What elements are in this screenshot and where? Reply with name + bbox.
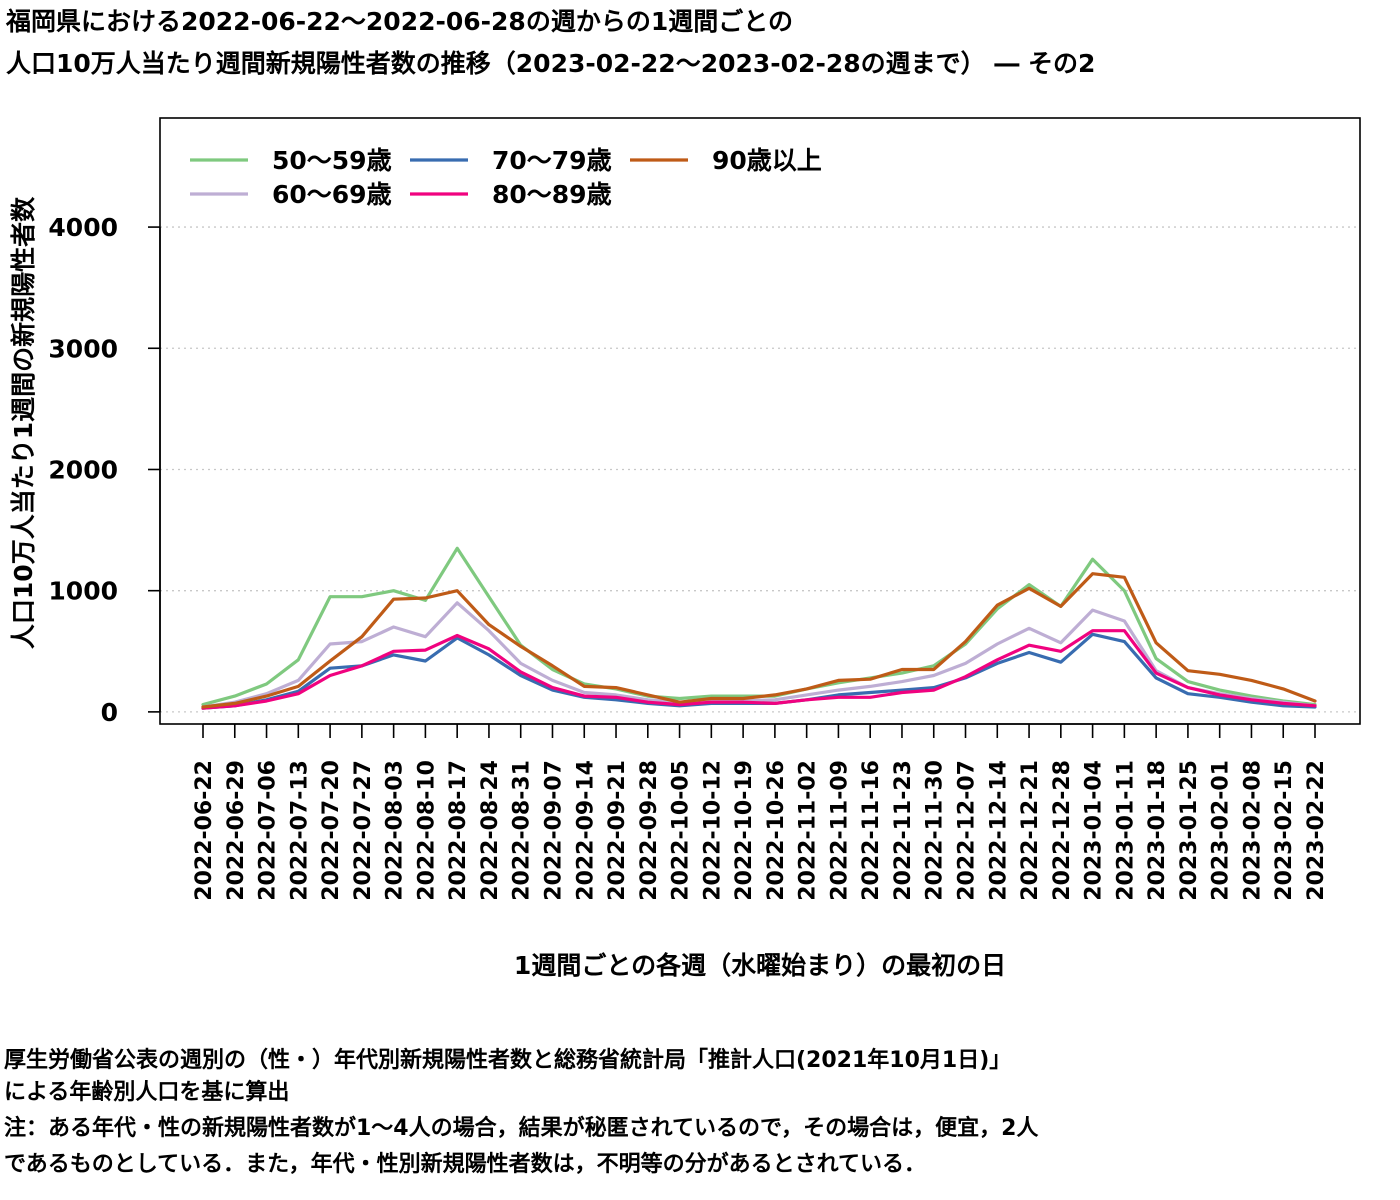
x-tick-label: 2022-07-27 — [351, 760, 376, 901]
x-tick-label: 2022-12-14 — [986, 760, 1011, 901]
x-tick-label: 2022-11-16 — [859, 760, 884, 901]
x-tick-label: 2022-07-06 — [256, 760, 281, 901]
x-tick-label: 2022-08-10 — [414, 760, 439, 901]
x-tick-label: 2022-06-29 — [224, 760, 249, 901]
y-tick-label: 1000 — [48, 577, 118, 606]
x-tick-label: 2022-11-23 — [891, 760, 916, 901]
x-tick-label: 2023-02-01 — [1209, 760, 1234, 901]
x-tick-label: 2022-12-07 — [955, 760, 980, 901]
chart-title-line1: 福岡県における2022-06-22～2022-06-28の週からの1週間ごとの — [6, 7, 793, 36]
source-note-2: による年齢別人口を基に算出 — [4, 1080, 290, 1105]
legend-label: 70～79歳 — [492, 146, 612, 175]
x-tick-label: 2022-10-26 — [764, 760, 789, 901]
x-tick-label: 2022-12-21 — [1018, 760, 1043, 901]
x-tick-label: 2022-11-02 — [796, 760, 821, 901]
series-line — [201, 601, 1317, 709]
y-tick-label: 3000 — [48, 334, 118, 363]
series-line — [201, 629, 1317, 710]
y-tick-label: 4000 — [48, 213, 118, 242]
x-tick-label: 2023-01-25 — [1177, 760, 1202, 901]
chart-title-line2: 人口10万人当たり週間新規陽性者数の推移（2023-02-22～2023-02-… — [6, 49, 1096, 78]
caveat-note-2: であるものとしている．また，年代・性別新規陽性者数は，不明等の分があるとされてい… — [4, 1152, 927, 1177]
source-note-1: 厚生労働省公表の週別の（性・）年代別新規陽性者数と総務省統計局「推計人口(202… — [4, 1048, 1012, 1073]
caveat-note-1: 注：ある年代・性の新規陽性者数が1～4人の場合，結果が秘匿されているので，その場… — [4, 1116, 1039, 1141]
x-tick-label: 2022-06-22 — [192, 760, 217, 901]
x-tick-label: 2022-09-28 — [637, 760, 662, 901]
x-tick-label: 2023-02-22 — [1304, 760, 1329, 901]
x-tick-label: 2022-12-28 — [1050, 760, 1075, 901]
x-tick-label: 2022-11-30 — [923, 760, 948, 901]
line-chart: 0 1000 2000 3000 4000 2022-06-22 2022-06-29 202… — [9, 117, 1361, 980]
x-tick-label: 2023-02-15 — [1272, 760, 1297, 901]
legend-label: 50～59歳 — [272, 146, 392, 175]
legend-label: 90歳以上 — [712, 146, 822, 175]
y-axis-title: 人口10万人当たり1週間の新規陽性者数 — [9, 196, 38, 649]
x-tick-label: 2022-08-17 — [446, 760, 471, 901]
x-tick-label: 2023-01-18 — [1145, 760, 1170, 901]
x-tick-label: 2022-08-03 — [383, 760, 408, 901]
legend-label: 60～69歳 — [272, 180, 392, 209]
x-tick-label: 2022-09-07 — [541, 760, 566, 901]
y-tick-label: 0 — [101, 698, 118, 727]
y-tick-label: 2000 — [48, 455, 118, 484]
x-tick-label: 2022-10-19 — [732, 760, 757, 901]
x-tick-label: 2023-01-04 — [1082, 760, 1107, 901]
x-tick-label: 2022-10-05 — [669, 760, 694, 901]
legend-label: 80～89歳 — [492, 180, 612, 209]
x-axis-title: 1週間ごとの各週（水曜始まり）の最初の日 — [514, 951, 1006, 980]
x-tick-label: 2022-07-20 — [319, 760, 344, 901]
x-tick-label: 2023-02-08 — [1240, 760, 1265, 901]
x-tick-label: 2022-09-14 — [573, 760, 598, 901]
x-tick-label: 2022-11-09 — [827, 760, 852, 901]
x-tick-label: 2022-09-21 — [605, 760, 630, 901]
x-tick-label: 2022-08-31 — [510, 760, 535, 901]
series-line — [201, 572, 1317, 709]
x-tick-label: 2022-07-13 — [287, 760, 312, 901]
x-tick-label: 2022-08-24 — [478, 760, 503, 901]
x-tick-label: 2023-01-11 — [1113, 760, 1138, 901]
x-tick-label: 2022-10-12 — [700, 760, 725, 901]
